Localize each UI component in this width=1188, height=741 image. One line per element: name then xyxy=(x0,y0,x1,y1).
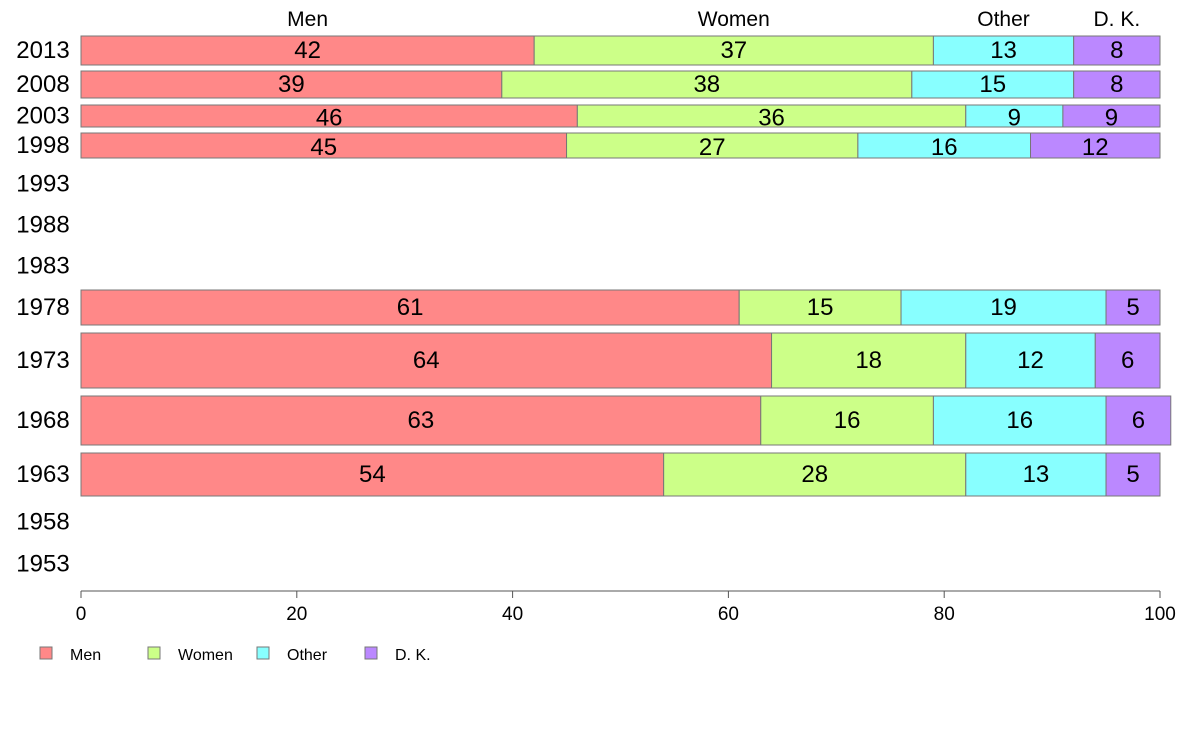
bar-d-k-1978 xyxy=(1105,289,1161,326)
bar-d-k-2003 xyxy=(1062,104,1161,128)
column-header-d-k: D. K. xyxy=(1093,8,1140,31)
bar-d-k-1963 xyxy=(1105,452,1161,497)
bar-men-1998 xyxy=(80,132,568,159)
bar-label-men-1968: 63 xyxy=(408,407,435,434)
legend-label-other: Other xyxy=(287,647,328,664)
x-tick-label-100: 100 xyxy=(1144,604,1176,625)
bar-label-other-1963: 13 xyxy=(1023,461,1050,488)
bars: 42 37 13 8 39 38 15 8 46 36 9 9 45 27 16 12 61 15 19 5 64 18 1… xyxy=(80,35,1172,497)
bar-label-d-k-2008: 8 xyxy=(1110,71,1123,98)
legend-label-d-k: D. K. xyxy=(395,647,431,664)
bar-label-men-1998: 45 xyxy=(310,134,337,161)
bar-label-d-k-2013: 8 xyxy=(1110,37,1123,64)
bar-label-women-2008: 38 xyxy=(693,71,720,98)
bar-label-other-1978: 19 xyxy=(990,294,1017,321)
legend-label-women: Women xyxy=(178,647,233,664)
x-tick-label-20: 20 xyxy=(286,604,307,625)
year-label-1973: 1973 xyxy=(16,347,69,374)
bar-label-men-2013: 42 xyxy=(294,37,321,64)
legend-label-men: Men xyxy=(70,647,101,664)
bar-d-k-1968 xyxy=(1105,395,1172,446)
bar-label-d-k-1973: 6 xyxy=(1121,347,1134,374)
column-header-men: Men xyxy=(287,8,328,31)
legend-swatch-women xyxy=(147,646,161,660)
bar-label-men-2008: 39 xyxy=(278,71,305,98)
bar-label-other-2008: 15 xyxy=(979,71,1006,98)
year-label-1998: 1998 xyxy=(16,132,69,159)
column-headers: Men Women Other D. K. xyxy=(287,8,1140,31)
bar-label-women-2013: 37 xyxy=(720,37,747,64)
bar-label-women-2003: 36 xyxy=(758,105,785,132)
bar-men-2008 xyxy=(80,70,503,99)
bar-d-k-1998 xyxy=(1030,132,1161,159)
x-axis: 0 20 40 60 80 100 xyxy=(76,590,1176,625)
year-label-1983: 1983 xyxy=(16,253,69,280)
bar-other-1968 xyxy=(932,395,1107,446)
bar-label-women-1968: 16 xyxy=(834,407,861,434)
x-tick-label-40: 40 xyxy=(502,604,523,625)
bar-label-other-1968: 16 xyxy=(1006,407,1033,434)
bar-label-d-k-1978: 5 xyxy=(1126,294,1139,321)
year-label-1963: 1963 xyxy=(16,461,69,488)
bar-other-1978 xyxy=(900,289,1107,326)
bar-women-1998 xyxy=(566,132,859,159)
bar-men-1978 xyxy=(80,289,740,326)
bar-label-women-1998: 27 xyxy=(699,134,726,161)
bar-d-k-1973 xyxy=(1094,332,1161,389)
year-label-1978: 1978 xyxy=(16,294,69,321)
bar-label-men-1963: 54 xyxy=(359,461,386,488)
bar-label-men-1973: 64 xyxy=(413,347,440,374)
legend-swatch-men xyxy=(39,646,53,660)
year-label-2003: 2003 xyxy=(16,103,69,130)
year-label-2013: 2013 xyxy=(16,37,69,64)
year-label-2008: 2008 xyxy=(16,71,69,98)
bar-other-1998 xyxy=(857,132,1032,159)
bar-label-d-k-1998: 12 xyxy=(1082,134,1109,161)
bar-label-women-1978: 15 xyxy=(807,294,834,321)
legend-swatch-d-k xyxy=(364,646,378,660)
bar-label-men-1978: 61 xyxy=(397,294,424,321)
x-tick-label-60: 60 xyxy=(718,604,739,625)
bar-d-k-2008 xyxy=(1073,70,1161,99)
x-tick-label-0: 0 xyxy=(76,604,87,625)
bar-women-1963 xyxy=(663,452,967,497)
bar-label-other-2003: 9 xyxy=(1008,105,1021,132)
bar-men-1968 xyxy=(80,395,762,446)
legend: Men Women Other D. K. xyxy=(39,646,431,664)
legend-swatch-other xyxy=(256,646,270,660)
bar-men-2013 xyxy=(80,35,535,66)
bar-label-other-1998: 16 xyxy=(931,134,958,161)
x-tick-label-80: 80 xyxy=(934,604,955,625)
bar-women-1968 xyxy=(760,395,934,446)
bar-other-2013 xyxy=(932,35,1075,66)
bar-other-2008 xyxy=(911,70,1075,99)
year-label-1988: 1988 xyxy=(16,212,69,239)
bar-label-d-k-2003: 9 xyxy=(1105,105,1118,132)
column-header-women: Women xyxy=(698,8,770,31)
bar-women-2013 xyxy=(533,35,934,66)
year-label-1958: 1958 xyxy=(16,509,69,536)
bar-men-1973 xyxy=(80,332,773,389)
year-label-1953: 1953 xyxy=(16,551,69,578)
bar-label-other-1973: 12 xyxy=(1017,347,1044,374)
bar-label-men-2003: 46 xyxy=(316,105,343,132)
year-label-1993: 1993 xyxy=(16,171,69,198)
bar-d-k-2013 xyxy=(1073,35,1161,66)
bar-women-2008 xyxy=(501,70,913,99)
bar-label-women-1973: 18 xyxy=(855,347,882,374)
bar-label-other-2013: 13 xyxy=(990,37,1017,64)
bar-label-d-k-1963: 5 xyxy=(1126,461,1139,488)
bar-women-1973 xyxy=(771,332,967,389)
column-header-other: Other xyxy=(977,8,1030,31)
year-label-1968: 1968 xyxy=(16,407,69,434)
bar-label-women-1963: 28 xyxy=(801,461,828,488)
bar-women-1978 xyxy=(738,289,902,326)
bar-label-d-k-1968: 6 xyxy=(1132,407,1145,434)
bar-other-1963 xyxy=(965,452,1107,497)
